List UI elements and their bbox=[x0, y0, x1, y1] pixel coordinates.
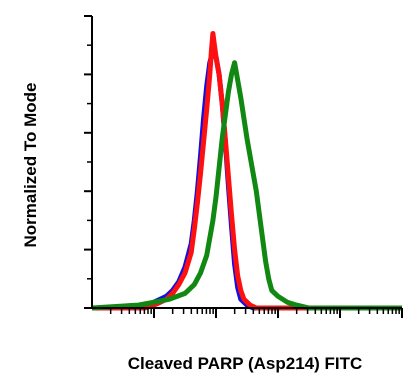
series-1-line bbox=[92, 48, 402, 311]
x-axis-label: Cleaved PARP (Asp214) FITC bbox=[128, 354, 363, 373]
series-3-line bbox=[91, 60, 402, 311]
axes bbox=[84, 15, 403, 318]
plot-area bbox=[91, 31, 402, 311]
series-2-line bbox=[92, 31, 402, 311]
y-axis-label: Normalized To Mode bbox=[21, 83, 40, 248]
